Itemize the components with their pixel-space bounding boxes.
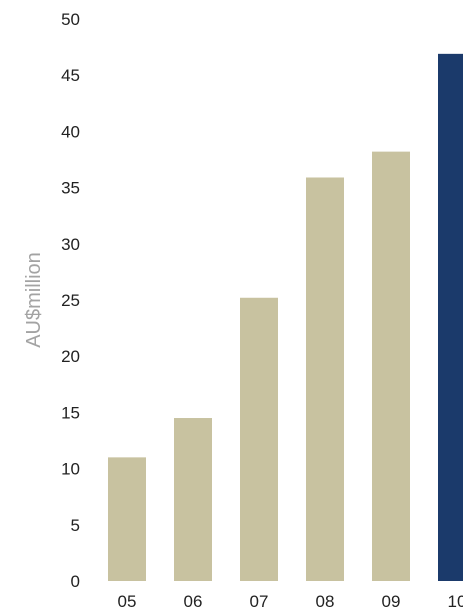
bar-07 — [240, 297, 278, 581]
x-tick-label: 10 — [448, 592, 463, 611]
y-tick-label: 30 — [61, 235, 80, 254]
y-axis-ticks: 0 5 10 15 20 25 30 35 40 45 50 — [61, 10, 80, 591]
x-tick-label: 07 — [250, 592, 269, 611]
x-tick-label: 08 — [316, 592, 335, 611]
bars — [108, 53, 463, 582]
x-axis-ticks: 05 06 07 08 09 10 — [118, 592, 463, 611]
y-tick-label: 45 — [61, 66, 80, 85]
y-tick-label: 15 — [61, 403, 80, 422]
y-tick-label: 35 — [61, 179, 80, 198]
bar-10 — [438, 53, 463, 582]
bar-05 — [108, 457, 146, 581]
bar-08 — [306, 177, 344, 581]
x-tick-label: 06 — [184, 592, 203, 611]
x-tick-label: 05 — [118, 592, 137, 611]
y-tick-label: 40 — [61, 122, 80, 141]
y-tick-label: 0 — [71, 572, 80, 591]
y-tick-label: 25 — [61, 291, 80, 310]
y-tick-label: 50 — [61, 10, 80, 29]
y-tick-label: 5 — [71, 516, 80, 535]
x-tick-label: 09 — [382, 592, 401, 611]
y-tick-label: 10 — [61, 460, 80, 479]
bar-09 — [372, 151, 410, 581]
y-tick-label: 20 — [61, 347, 80, 366]
y-axis-title: AU$million — [23, 252, 45, 348]
bar-06 — [174, 418, 212, 581]
